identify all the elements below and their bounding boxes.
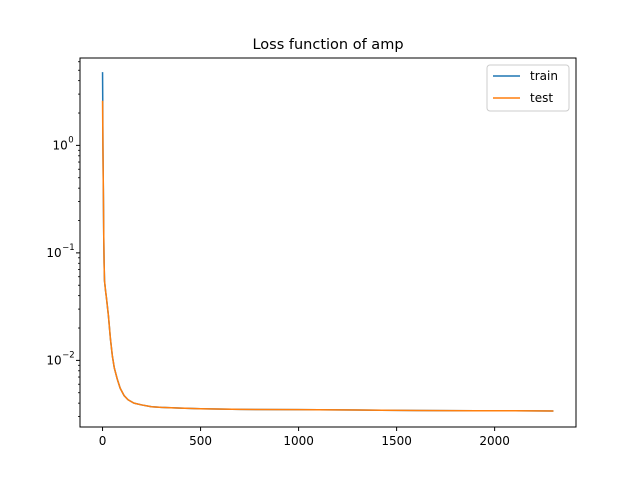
axes-frame	[79, 57, 577, 428]
chart-title: Loss function of amp	[252, 37, 403, 53]
legend-label-test: test	[530, 91, 553, 105]
x-axis: 0 500 1000 1500 2000	[99, 427, 510, 448]
y-tick-exponent: −1	[62, 243, 75, 253]
series-layer	[101, 72, 554, 412]
x-tick-label: 0	[99, 434, 107, 448]
y-tick-exponent: 0	[68, 135, 73, 145]
plot-area	[79, 57, 577, 428]
legend-label-train: train	[530, 69, 558, 83]
y-tick-label: 10	[53, 138, 68, 152]
x-tick-label: 2000	[479, 434, 510, 448]
y-tick-label: 10	[46, 246, 61, 260]
x-tick-label: 1000	[283, 434, 314, 448]
series-line-test	[101, 100, 554, 412]
x-tick-label: 500	[189, 434, 212, 448]
legend: train test	[486, 64, 570, 112]
x-tick-label: 1500	[381, 434, 412, 448]
y-tick-label: 10	[46, 353, 61, 367]
y-tick-exponent: −2	[62, 350, 75, 360]
